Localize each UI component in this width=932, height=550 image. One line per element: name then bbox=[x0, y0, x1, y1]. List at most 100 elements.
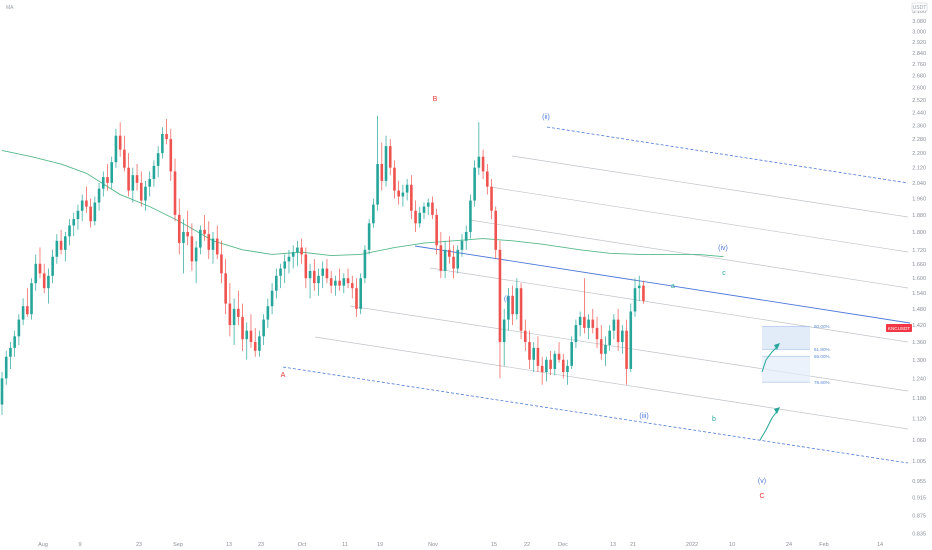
candle-down bbox=[38, 247, 42, 279]
indicator-label: MA bbox=[6, 5, 14, 11]
y-tick-label: 2.440 bbox=[912, 110, 926, 116]
fib-level-label: 61.80% bbox=[814, 347, 830, 352]
candle-down bbox=[42, 263, 46, 294]
price-axis[interactable]: 3.160 3.080 3.000 2.920 2.840 2.760 2.680 2.600… bbox=[912, 9, 926, 538]
candle-down bbox=[89, 198, 92, 228]
candle-down bbox=[190, 223, 194, 271]
y-tick-label: 1.660 bbox=[912, 262, 926, 268]
y-tick-label: 3.160 bbox=[912, 9, 926, 15]
y-tick-label: 1.800 bbox=[912, 230, 926, 236]
candle-up bbox=[114, 128, 118, 168]
candle-up bbox=[0, 372, 4, 415]
candle-down bbox=[228, 283, 232, 337]
fib-level-label: 50.00% bbox=[814, 324, 830, 329]
candle-up bbox=[317, 268, 320, 296]
candle-up bbox=[637, 275, 641, 301]
candle-up bbox=[262, 314, 265, 345]
candle-up bbox=[9, 342, 12, 369]
candle-up bbox=[64, 231, 67, 262]
candle-down bbox=[26, 288, 29, 317]
y-tick-label: 2.280 bbox=[912, 137, 926, 143]
candle-down bbox=[397, 180, 400, 205]
channel-lower-dashed bbox=[282, 366, 909, 464]
x-tick-label: 22 bbox=[524, 542, 530, 548]
candle-up bbox=[321, 261, 325, 289]
y-tick-label: 2.760 bbox=[912, 62, 926, 68]
y-tick-label: 1.240 bbox=[912, 376, 926, 382]
x-tick-label: 19 bbox=[377, 542, 383, 548]
candle-down bbox=[220, 240, 223, 284]
candle-up bbox=[275, 268, 278, 299]
channel-upper-dashed bbox=[546, 126, 909, 184]
candle-down bbox=[325, 259, 329, 284]
channel-inner-line bbox=[429, 267, 909, 343]
candle-up bbox=[30, 278, 33, 320]
moving-average-line bbox=[1, 150, 724, 258]
candle-up bbox=[51, 249, 54, 284]
channel-inner-line bbox=[349, 305, 909, 392]
candle-up bbox=[182, 219, 185, 274]
y-tick-label: 1.880 bbox=[912, 213, 926, 219]
candle-up bbox=[148, 171, 151, 197]
candle-up bbox=[110, 156, 114, 189]
candle-down bbox=[329, 270, 333, 294]
candle-down bbox=[127, 153, 130, 197]
candle-down bbox=[169, 128, 173, 181]
current-price-tag: KNCUSDT bbox=[886, 324, 912, 332]
time-axis[interactable]: Aug 9 23 Sep 13 23 Oct 11 19 Nov 15 22 Dec 13 21 2022 10… bbox=[38, 542, 883, 548]
wave-label: (i) bbox=[504, 296, 510, 303]
candle-down bbox=[583, 278, 586, 334]
x-tick-label: Aug bbox=[38, 542, 48, 548]
y-tick-label: 0.835 bbox=[912, 532, 926, 538]
wave-label: a bbox=[671, 283, 675, 290]
candles-layer bbox=[0, 115, 645, 415]
candle-up bbox=[553, 350, 557, 376]
price-tag-label: KNCUSDT bbox=[888, 326, 910, 331]
projection-arrow-upper bbox=[761, 345, 779, 373]
candle-down bbox=[536, 336, 540, 373]
candle-up bbox=[55, 234, 59, 264]
candle-up bbox=[47, 268, 50, 304]
candle-up bbox=[72, 212, 76, 237]
candle-up bbox=[612, 314, 616, 340]
candle-up bbox=[477, 122, 481, 176]
candle-down bbox=[139, 171, 143, 207]
candle-up bbox=[34, 254, 38, 291]
candle-down bbox=[616, 308, 620, 351]
candle-up bbox=[245, 322, 249, 360]
candle-up bbox=[532, 342, 536, 373]
candle-up bbox=[633, 278, 637, 317]
channel-inner-line bbox=[489, 186, 909, 253]
candle-up bbox=[464, 225, 468, 250]
channel-inner-line bbox=[511, 155, 909, 218]
x-tick-label: 2022 bbox=[686, 542, 698, 548]
candle-up bbox=[258, 330, 261, 357]
y-tick-label: 1.540 bbox=[912, 291, 926, 297]
candle-up bbox=[372, 198, 375, 228]
y-tick-label: 1.180 bbox=[912, 396, 926, 402]
candle-down bbox=[312, 259, 316, 291]
candle-up bbox=[161, 127, 164, 159]
wave-label: C bbox=[759, 493, 764, 500]
y-tick-label: 2.680 bbox=[912, 74, 926, 80]
currency-badge[interactable]: USDT bbox=[911, 2, 928, 12]
candle-down bbox=[435, 208, 438, 255]
candle-down bbox=[511, 285, 514, 326]
candle-up bbox=[199, 225, 202, 255]
candle-up bbox=[156, 146, 160, 178]
candle-down bbox=[452, 245, 455, 279]
candle-up bbox=[4, 350, 8, 385]
candle-up bbox=[367, 219, 371, 255]
candle-up bbox=[363, 245, 367, 284]
candle-down bbox=[241, 303, 244, 351]
wave-label: (iv) bbox=[718, 245, 728, 252]
candle-down bbox=[388, 139, 392, 176]
wave-label: c bbox=[722, 270, 726, 277]
candle-up bbox=[93, 196, 97, 226]
candle-down bbox=[177, 198, 181, 255]
candle-up bbox=[507, 288, 510, 331]
candle-up bbox=[21, 298, 25, 326]
candle-up bbox=[418, 206, 422, 228]
x-tick-label: Dec bbox=[558, 542, 568, 548]
